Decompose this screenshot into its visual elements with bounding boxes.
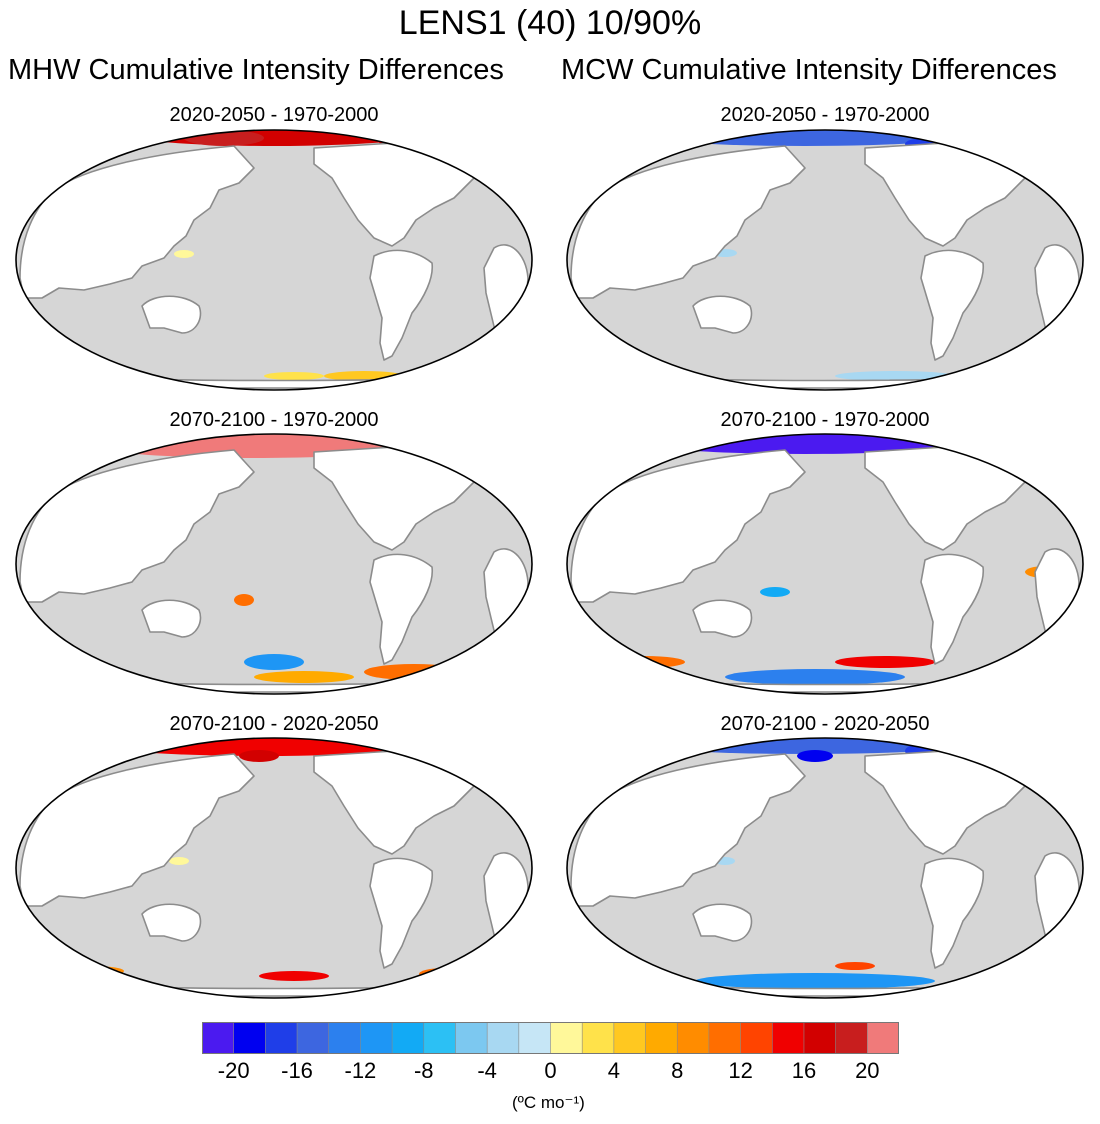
figure-title: LENS1 (40) 10/90%	[398, 4, 702, 42]
panel-title-mhw-2: 2070-2100 - 1970-2000	[169, 409, 379, 431]
colorbar-swatch	[518, 1022, 552, 1054]
colorbar-tick-label: 4	[607, 1058, 620, 1083]
anomaly-region	[695, 973, 935, 989]
panel-title-mhw-3: 2070-2100 - 2020-2050	[169, 713, 379, 735]
colorbar-tick-label: 12	[728, 1058, 753, 1083]
anomaly-region	[835, 371, 955, 381]
land-mass	[369, 553, 434, 665]
colorbar-tick-label: -12	[344, 1058, 377, 1083]
colorbar-swatch	[423, 1022, 457, 1054]
map-border	[15, 433, 533, 695]
anomaly-region	[985, 971, 1025, 981]
colorbar-tick-label: 20	[855, 1058, 880, 1083]
anomaly-region	[244, 654, 304, 670]
colorbar-swatch	[676, 1022, 710, 1054]
colorbar-tick-label: -4	[477, 1058, 497, 1083]
anomaly-region	[174, 250, 194, 258]
colorbar-tick-label: 16	[791, 1058, 817, 1083]
anomaly-region	[797, 750, 833, 762]
colorbar-swatch	[296, 1022, 330, 1054]
colorbar-swatch	[202, 1022, 235, 1054]
map-panel-mhw-2	[15, 433, 533, 695]
map-border	[566, 129, 1084, 391]
anomaly-region	[239, 750, 279, 762]
colorbar-swatch	[867, 1022, 899, 1054]
anomaly-region	[234, 594, 254, 606]
map-panel-mhw-1	[15, 129, 533, 391]
anomaly-region	[169, 857, 189, 865]
anomaly-region	[364, 664, 464, 680]
panel-title-mcw-2: 2070-2100 - 1970-2000	[720, 409, 930, 431]
anomaly-region	[760, 587, 790, 597]
anomaly-region	[264, 372, 324, 380]
anomaly-region	[84, 738, 444, 756]
land-mass	[369, 857, 434, 969]
colorbar-swatch	[835, 1022, 869, 1054]
map-border	[566, 737, 1084, 999]
colorbar-swatch	[803, 1022, 837, 1054]
panel-title-mhw-1: 2020-2050 - 1970-2000	[169, 104, 379, 126]
colorbar-tick-label: 8	[671, 1058, 684, 1083]
column-heading-mhw: MHW Cumulative Intensity Differences	[8, 54, 504, 86]
land-mass	[570, 145, 806, 299]
anomaly-region	[940, 130, 970, 142]
colorbar-tick-label: 0	[544, 1058, 557, 1083]
column-heading-mcw: MCW Cumulative Intensity Differences	[561, 54, 1057, 86]
map-panel-mcw-3	[566, 737, 1084, 999]
panel-title-mcw-3: 2070-2100 - 2020-2050	[720, 713, 930, 735]
anomaly-region	[835, 656, 935, 668]
colorbar-swatch	[360, 1022, 393, 1054]
colorbar-swatch	[265, 1022, 298, 1054]
colorbar-swatch	[328, 1022, 362, 1054]
map-border	[15, 129, 533, 391]
colorbar-frame	[202, 1022, 899, 1054]
land-mass	[692, 903, 753, 942]
colorbar-swatch	[581, 1022, 615, 1054]
anomaly-region	[259, 971, 329, 981]
map-border	[15, 737, 533, 999]
land-mass	[920, 857, 985, 969]
anomaly-region	[254, 671, 354, 683]
map-panel-mhw-3	[15, 737, 533, 999]
anomaly-region	[725, 669, 905, 685]
anomaly-region	[965, 376, 1005, 384]
land-mass	[141, 903, 202, 942]
land-mass	[19, 753, 255, 907]
colorbar-swatch	[708, 1022, 742, 1054]
colorbar-swatch	[550, 1022, 583, 1054]
map-panel-mcw-1	[566, 129, 1084, 391]
anomaly-region	[419, 968, 469, 980]
colorbar	[202, 1022, 899, 1054]
land-mass	[141, 295, 202, 334]
colorbar-swatch	[233, 1022, 267, 1054]
land-mass	[570, 449, 806, 603]
anomaly-region	[64, 434, 444, 458]
map-panel-mcw-2	[566, 433, 1084, 695]
land-mass	[920, 249, 985, 361]
colorbar-units: (ºC mo⁻¹)	[512, 1093, 585, 1112]
land-mass	[920, 553, 985, 665]
colorbar-swatch	[740, 1022, 774, 1054]
colorbar-swatch	[391, 1022, 425, 1054]
anomaly-region	[835, 962, 875, 970]
map-border	[566, 433, 1084, 695]
colorbar-swatch	[613, 1022, 647, 1054]
colorbar-tick-label: -20	[217, 1058, 250, 1083]
colorbar-tick-label: -8	[413, 1058, 434, 1083]
land-mass	[19, 145, 255, 299]
colorbar-tick-label: -16	[281, 1058, 313, 1083]
land-mass	[369, 249, 434, 361]
colorbar-swatch	[645, 1022, 679, 1054]
land-mass	[692, 295, 753, 334]
colorbar-swatch	[771, 1022, 805, 1054]
colorbar-swatch	[486, 1022, 520, 1054]
colorbar-swatch	[455, 1022, 488, 1054]
land-mass	[141, 599, 202, 638]
land-mass	[19, 449, 255, 603]
land-mass	[570, 753, 806, 907]
land-mass	[692, 599, 753, 638]
panel-title-mcw-1: 2020-2050 - 1970-2000	[720, 104, 930, 126]
